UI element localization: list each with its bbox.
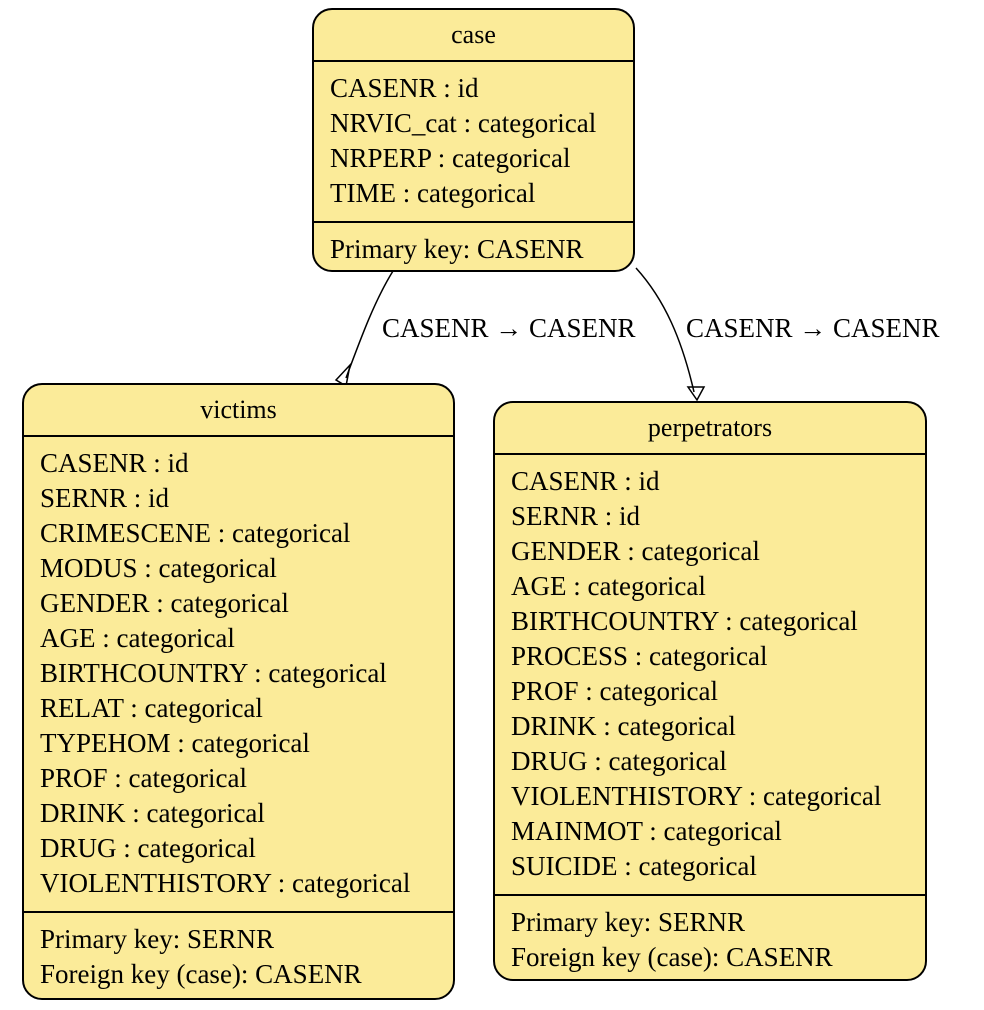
table-case-field-row: CASENR : id — [330, 73, 479, 103]
edge-label-case-victims: CASENR → CASENR — [382, 313, 636, 343]
table-perpetrators-field-row: PROF : categorical — [511, 676, 718, 706]
table-perpetrators[interactable]: perpetrators CASENR : id SERNR : id GENDER… — [493, 401, 927, 981]
edge-label-case-perpetrators: CASENR → CASENR — [686, 313, 940, 343]
table-perpetrators-keys: Primary key: SERNR Foreign key (case): CA… — [495, 896, 925, 975]
table-case-field-row: NRPERP : categorical — [330, 143, 571, 173]
table-victims-fields: CASENR : id SERNR : id CRIMESCENE : catego… — [24, 437, 453, 913]
table-case-keys: Primary key: CASENR — [314, 223, 633, 267]
table-victims-field-row: DRUG : categorical — [40, 833, 256, 863]
table-perpetrators-key-row: Primary key: SERNR — [511, 907, 745, 937]
table-perpetrators-field-row: BIRTHCOUNTRY : categorical — [511, 606, 858, 636]
table-case-key-row: Primary key: CASENR — [330, 234, 584, 264]
table-case[interactable]: case CASENR : id NRVIC_cat : categorical N… — [312, 8, 635, 272]
table-perpetrators-key-row: Foreign key (case): CASENR — [511, 942, 833, 972]
table-perpetrators-field-row: GENDER : categorical — [511, 536, 760, 566]
table-perpetrators-field-row: SERNR : id — [511, 501, 641, 531]
table-victims[interactable]: victims CASENR : id SERNR : id CRIMESCENE … — [22, 383, 455, 1000]
table-case-field-row: NRVIC_cat : categorical — [330, 108, 597, 138]
table-victims-field-row: CASENR : id — [40, 448, 189, 478]
table-victims-field-row: CRIMESCENE : categorical — [40, 518, 351, 548]
table-perpetrators-field-row: AGE : categorical — [511, 571, 706, 601]
table-victims-title: victims — [24, 385, 453, 437]
table-case-field-row: TIME : categorical — [330, 178, 536, 208]
table-victims-key-row: Foreign key (case): CASENR — [40, 959, 362, 989]
table-victims-keys: Primary key: SERNR Foreign key (case): CA… — [24, 913, 453, 992]
edge-case-perpetrators — [635, 267, 695, 393]
edge-case-perpetrators-arrowhead — [686, 386, 706, 402]
table-perpetrators-field-row: PROCESS : categorical — [511, 641, 768, 671]
table-victims-field-row: BIRTHCOUNTRY : categorical — [40, 658, 387, 688]
table-perpetrators-field-row: SUICIDE : categorical — [511, 851, 757, 881]
edge-case-victims — [345, 270, 394, 379]
table-perpetrators-field-row: DRINK : categorical — [511, 711, 736, 741]
table-victims-field-row: VIOLENTHISTORY : categorical — [40, 868, 411, 898]
table-victims-key-row: Primary key: SERNR — [40, 924, 274, 954]
table-victims-field-row: MODUS : categorical — [40, 553, 277, 583]
table-victims-field-row: RELAT : categorical — [40, 693, 263, 723]
table-perpetrators-title: perpetrators — [495, 403, 925, 455]
table-case-title: case — [314, 10, 633, 62]
table-victims-field-row: AGE : categorical — [40, 623, 235, 653]
table-perpetrators-field-row: CASENR : id — [511, 466, 660, 496]
table-perpetrators-field-row: MAINMOT : categorical — [511, 816, 782, 846]
table-case-fields: CASENR : id NRVIC_cat : categorical NRPERP… — [314, 62, 633, 223]
table-victims-field-row: GENDER : categorical — [40, 588, 289, 618]
table-perpetrators-fields: CASENR : id SERNR : id GENDER : categorica… — [495, 455, 925, 896]
table-victims-field-row: TYPEHOM : categorical — [40, 728, 310, 758]
table-victims-field-row: PROF : categorical — [40, 763, 247, 793]
table-perpetrators-field-row: DRUG : categorical — [511, 746, 727, 776]
table-victims-field-row: DRINK : categorical — [40, 798, 265, 828]
table-victims-field-row: SERNR : id — [40, 483, 170, 513]
table-perpetrators-field-row: VIOLENTHISTORY : categorical — [511, 781, 882, 811]
